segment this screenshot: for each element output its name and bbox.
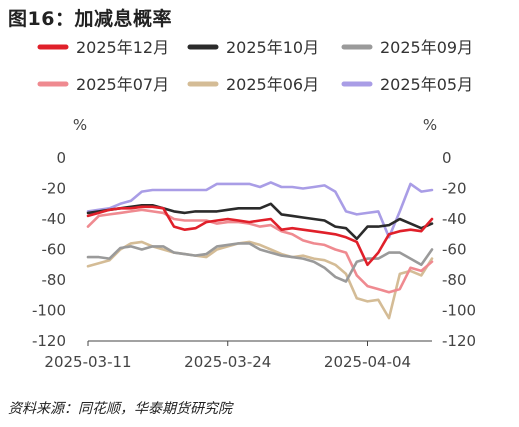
series-line xyxy=(86,208,434,294)
y-right-tick-label: -100 xyxy=(442,302,476,320)
y-right-tick-label: -120 xyxy=(442,332,476,350)
x-tick-label: 2025-04-04 xyxy=(324,353,411,371)
y-left-tick-label: -80 xyxy=(42,271,67,289)
series-line xyxy=(86,205,434,267)
y-right-unit: % xyxy=(423,116,437,134)
series-line xyxy=(86,202,434,241)
y-left-tick-label: -120 xyxy=(32,332,66,350)
legend: 2025年12月 2025年10月 2025年09月 2025年07月 2025年06月… xyxy=(37,38,473,94)
chart-title: 图16：加减息概率 xyxy=(8,8,172,30)
legend-label: 2025年05月 xyxy=(380,75,473,94)
x-tick-label: 2025-03-24 xyxy=(184,353,271,371)
y-right-tick-label: -40 xyxy=(442,210,467,228)
series-group xyxy=(86,181,434,320)
y-right-tick-label: -20 xyxy=(442,180,467,198)
source-note: 资料来源：同花顺，华泰期货研究院 xyxy=(8,401,232,417)
legend-label: 2025年06月 xyxy=(226,75,319,94)
legend-label: 2025年12月 xyxy=(76,38,169,57)
y-left-tick-label: -60 xyxy=(42,241,67,259)
y-left-tick-label: -100 xyxy=(32,302,66,320)
y-right-ticks: 0 -20 -40 -60 -80 -100 -120 xyxy=(442,149,476,350)
y-right-tick-label: -60 xyxy=(442,241,467,259)
legend-label: 2025年07月 xyxy=(76,75,169,94)
series-line xyxy=(86,181,434,239)
y-left-ticks: 0 -20 -40 -60 -80 -100 -120 xyxy=(32,149,66,350)
legend-label: 2025年09月 xyxy=(380,38,473,57)
x-tick-label: 2025-03-11 xyxy=(44,353,131,371)
legend-label: 2025年10月 xyxy=(226,38,319,57)
y-left-tick-label: 0 xyxy=(56,149,66,167)
series-line xyxy=(86,240,434,320)
y-right-tick-label: -80 xyxy=(442,271,467,289)
y-left-tick-label: -40 xyxy=(42,210,67,228)
y-left-unit: % xyxy=(73,116,87,134)
y-left-tick-label: -20 xyxy=(42,180,67,198)
y-right-tick-label: 0 xyxy=(442,149,452,167)
x-ticks: 2025-03-11 2025-03-24 2025-04-04 xyxy=(44,341,411,371)
